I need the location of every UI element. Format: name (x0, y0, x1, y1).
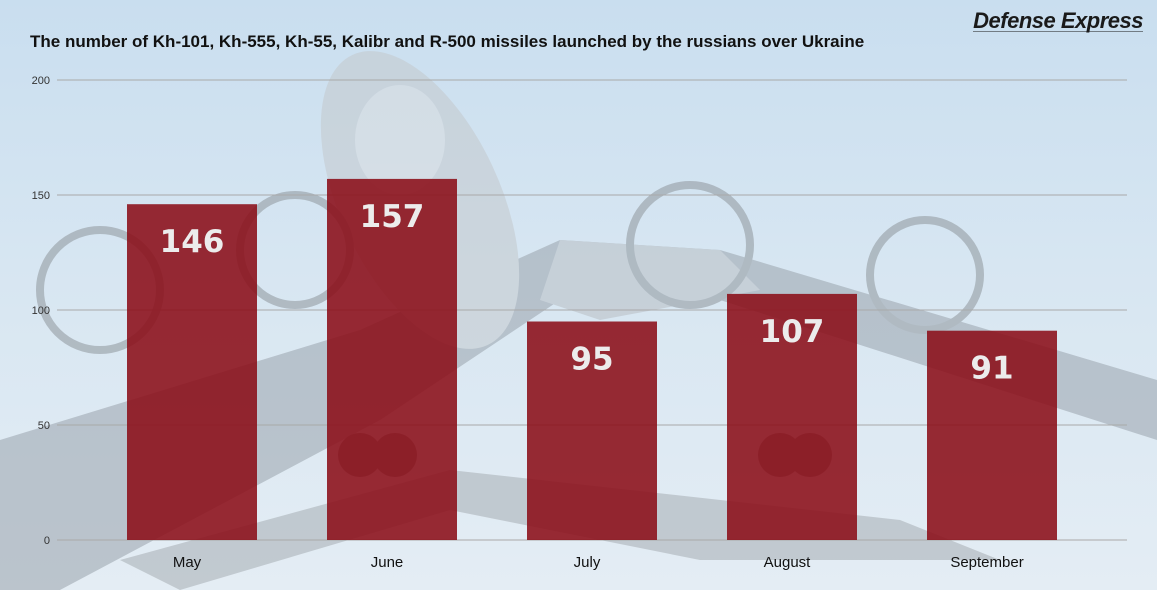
bar (327, 178, 457, 540)
bar (527, 321, 657, 540)
bar-value-label: 157 (360, 199, 425, 235)
x-tick-label: September (950, 554, 1023, 571)
chart-title: The number of Kh-101, Kh-555, Kh-55, Kal… (30, 32, 865, 51)
bar-value-label: 107 (760, 314, 825, 350)
bar (127, 204, 257, 540)
y-tick-label: 150 (32, 190, 50, 202)
x-tick-label: May (173, 554, 202, 571)
brand-logo: Defense Express (973, 8, 1143, 33)
x-tick-label: June (371, 554, 404, 571)
bar (927, 330, 1057, 540)
bar (727, 293, 857, 540)
bar-value-label: 95 (570, 342, 613, 378)
y-tick-label: 50 (38, 420, 50, 432)
bar-value-label: 146 (160, 224, 225, 260)
bar-value-label: 91 (970, 351, 1013, 387)
x-tick-label: August (764, 554, 812, 571)
y-tick-label: 100 (32, 305, 50, 317)
x-tick-label: July (574, 554, 601, 571)
y-tick-label: 0 (44, 535, 50, 547)
y-tick-label: 200 (32, 75, 50, 87)
